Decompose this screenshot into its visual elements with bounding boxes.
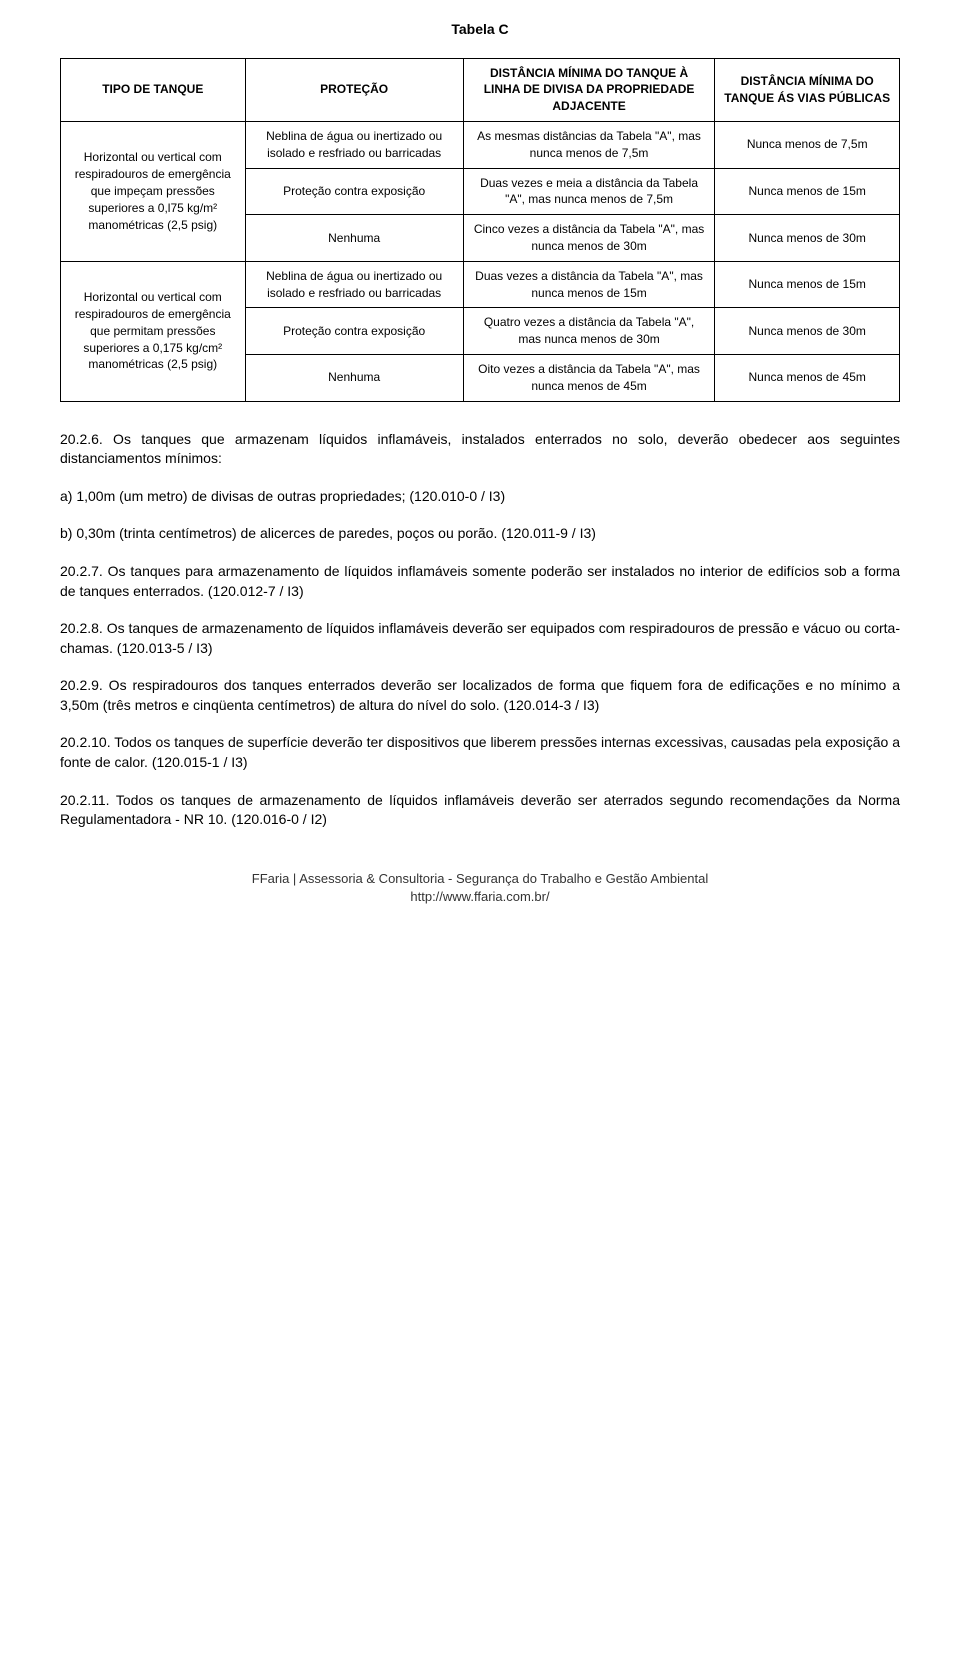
cell-via: Nunca menos de 30m <box>715 215 900 262</box>
cell-dist: Cinco vezes a distância da Tabela "A", m… <box>463 215 715 262</box>
th-tipo: TIPO DE TANQUE <box>61 58 246 121</box>
cell-prot: Neblina de água ou inertizado ou isolado… <box>245 261 463 308</box>
paragraph: 20.2.9. Os respiradouros dos tanques ent… <box>60 676 900 715</box>
cell-via: Nunca menos de 15m <box>715 168 900 215</box>
paragraph: a) 1,00m (um metro) de divisas de outras… <box>60 487 900 507</box>
cell-prot: Nenhuma <box>245 354 463 401</box>
table-header-row: TIPO DE TANQUE PROTEÇÃO DISTÂNCIA MÍNIMA… <box>61 58 900 121</box>
cell-dist: Quatro vezes a distância da Tabela "A", … <box>463 308 715 355</box>
table-c: TIPO DE TANQUE PROTEÇÃO DISTÂNCIA MÍNIMA… <box>60 58 900 402</box>
paragraph: 20.2.11. Todos os tanques de armazenamen… <box>60 791 900 830</box>
cell-via: Nunca menos de 7,5m <box>715 121 900 168</box>
cell-via: Nunca menos de 45m <box>715 354 900 401</box>
cell-tipo: Horizontal ou vertical com respiradouros… <box>61 121 246 261</box>
th-dist-divisa: DISTÂNCIA MÍNIMA DO TANQUE À LINHA DE DI… <box>463 58 715 121</box>
cell-dist: Duas vezes e meia a distância da Tabela … <box>463 168 715 215</box>
cell-tipo: Horizontal ou vertical com respiradouros… <box>61 261 246 401</box>
footer-line2: http://www.ffaria.com.br/ <box>60 888 900 906</box>
footer-line1: FFaria | Assessoria & Consultoria - Segu… <box>60 870 900 888</box>
cell-dist: Oito vezes a distância da Tabela "A", ma… <box>463 354 715 401</box>
cell-prot: Nenhuma <box>245 215 463 262</box>
cell-prot: Proteção contra exposição <box>245 308 463 355</box>
th-dist-vias: DISTÂNCIA MÍNIMA DO TANQUE ÁS VIAS PÚBLI… <box>715 58 900 121</box>
paragraph: 20.2.8. Os tanques de armazenamento de l… <box>60 619 900 658</box>
paragraph: 20.2.7. Os tanques para armazenamento de… <box>60 562 900 601</box>
paragraph: 20.2.6. Os tanques que armazenam líquido… <box>60 430 900 469</box>
table-row: Horizontal ou vertical com respiradouros… <box>61 261 900 308</box>
cell-via: Nunca menos de 15m <box>715 261 900 308</box>
th-protecao: PROTEÇÃO <box>245 58 463 121</box>
paragraph: 20.2.10. Todos os tanques de superfície … <box>60 733 900 772</box>
cell-via: Nunca menos de 30m <box>715 308 900 355</box>
paragraph: b) 0,30m (trinta centímetros) de alicerc… <box>60 524 900 544</box>
cell-dist: As mesmas distâncias da Tabela "A", mas … <box>463 121 715 168</box>
cell-prot: Proteção contra exposição <box>245 168 463 215</box>
cell-dist: Duas vezes a distância da Tabela "A", ma… <box>463 261 715 308</box>
footer: FFaria | Assessoria & Consultoria - Segu… <box>60 870 900 906</box>
table-title: Tabela C <box>60 20 900 40</box>
cell-prot: Neblina de água ou inertizado ou isolado… <box>245 121 463 168</box>
table-row: Horizontal ou vertical com respiradouros… <box>61 121 900 168</box>
